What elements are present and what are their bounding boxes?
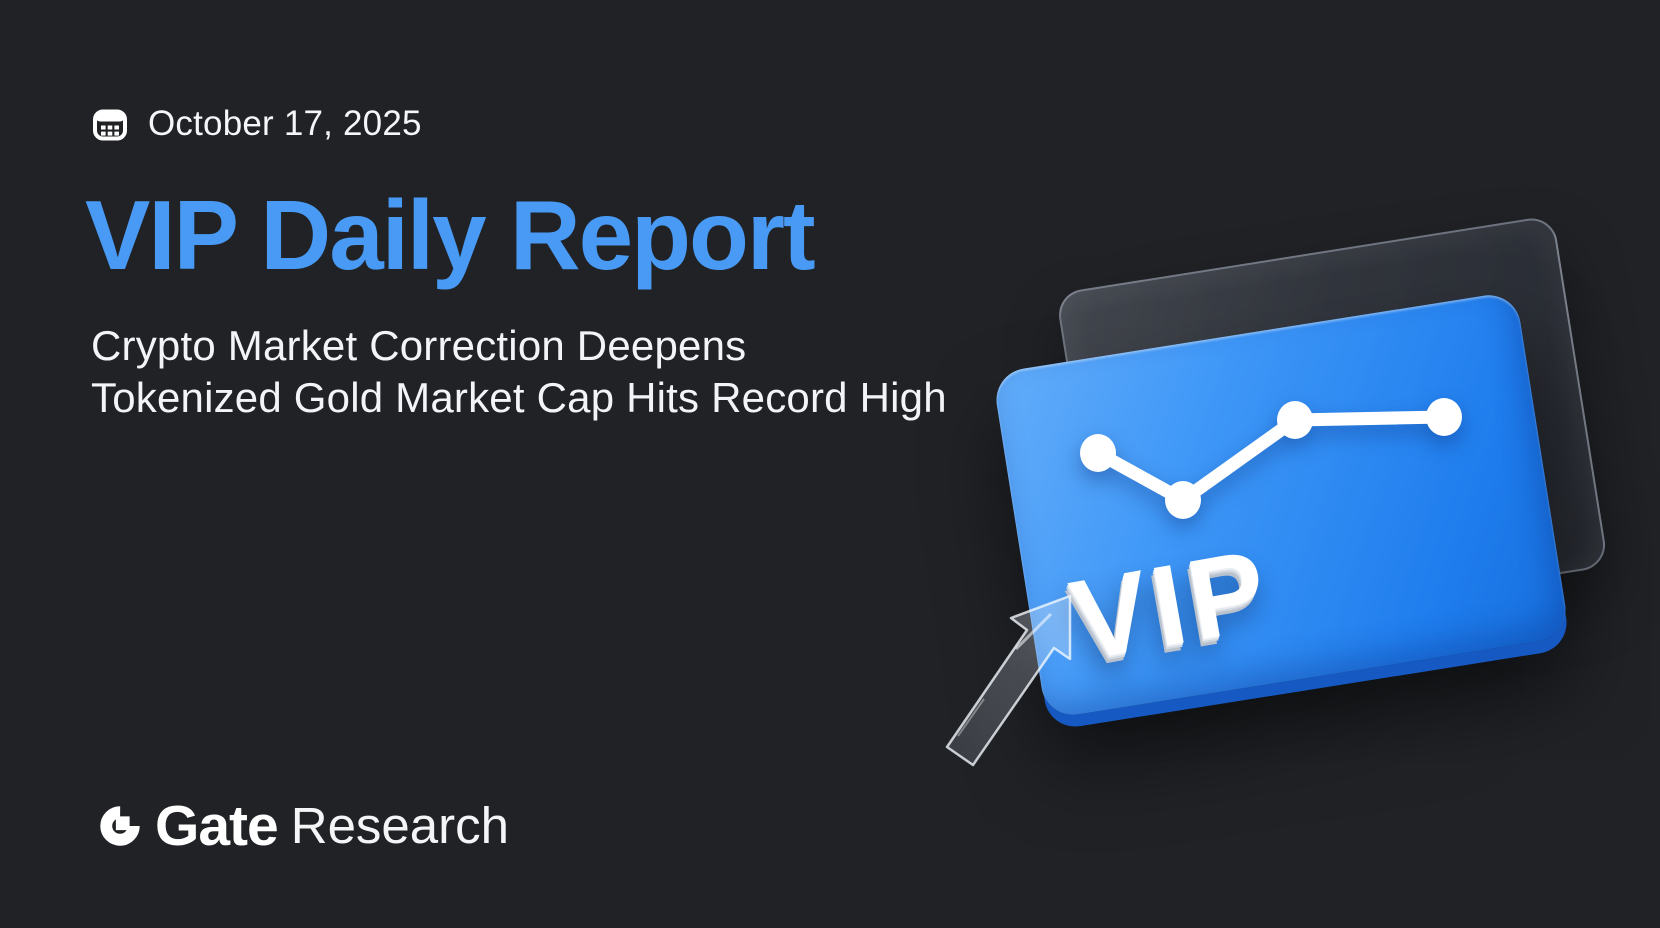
page-title: VIP Daily Report [85,180,816,290]
chart-dot [1165,481,1201,519]
subtitle-line-2: Tokenized Gold Market Cap Hits Record Hi… [91,374,947,421]
brand-suffix: Research [290,797,510,854]
glass-card [1055,214,1609,646]
chart-dot [1080,434,1116,472]
vip-card [991,290,1571,720]
brand-logo: Gate Research [98,794,510,858]
chart-polyline [1091,410,1451,507]
date-text: October 17, 2025 [148,104,422,143]
subtitle: Crypto Market Correction Deepens Tokeniz… [91,320,947,424]
gate-logo-icon [98,804,142,848]
date-row: October 17, 2025 [93,104,422,144]
brand-name: Gate [155,794,279,858]
chart-dot [1426,398,1462,436]
calendar-icon [93,108,127,141]
chart-dot [1277,401,1313,439]
subtitle-line-1: Crypto Market Correction Deepens [91,322,747,369]
cursor-arrow-icon [945,594,1072,767]
line-chart-icon [1080,398,1462,519]
chart-dots [1080,398,1462,519]
vip-badge-label: VIP [1062,525,1281,686]
